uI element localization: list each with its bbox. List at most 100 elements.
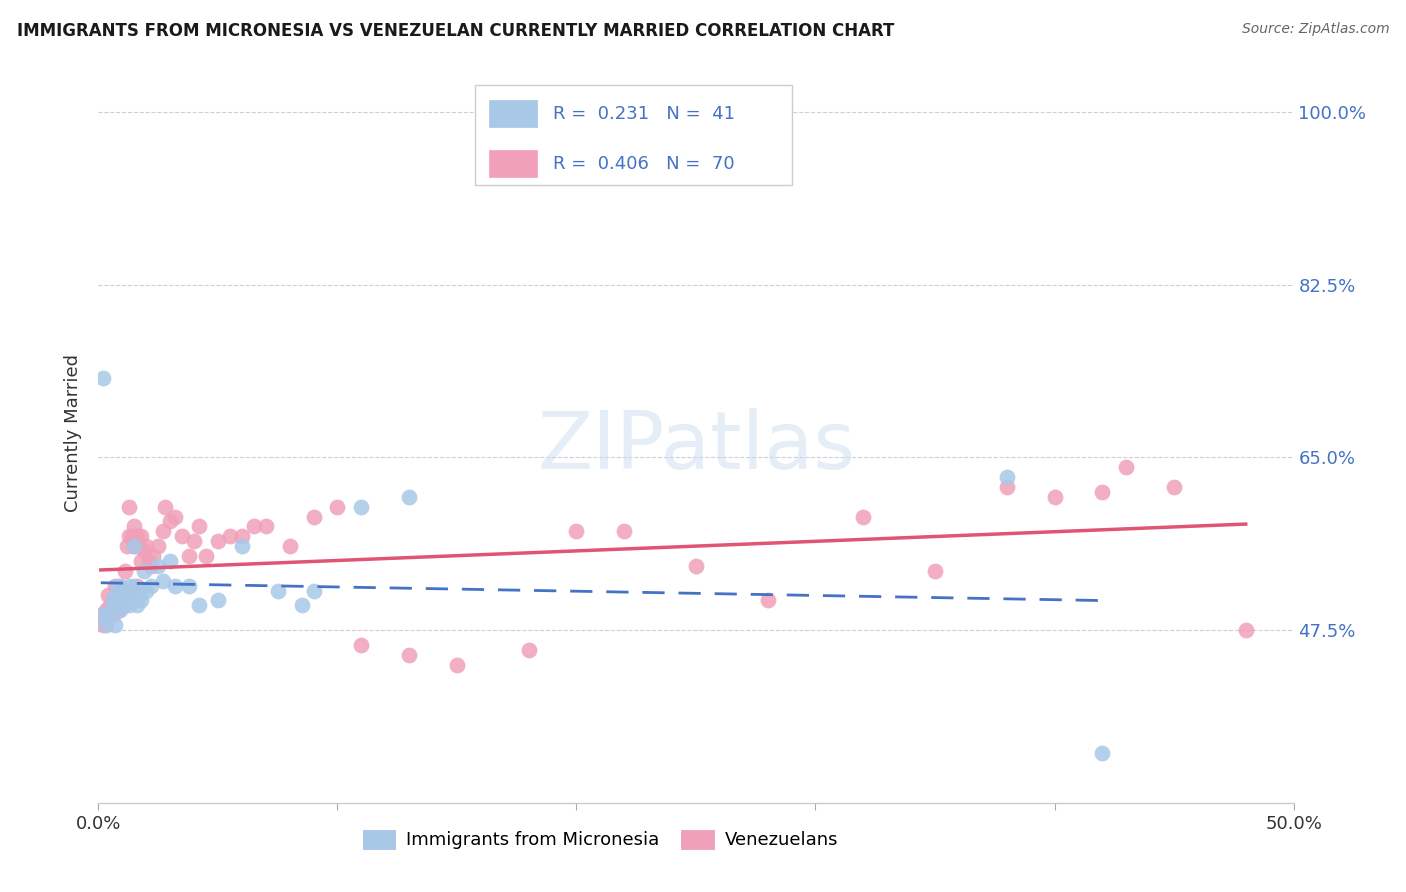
Point bbox=[108, 603, 131, 617]
Point bbox=[326, 500, 349, 514]
Point bbox=[183, 534, 205, 549]
Point bbox=[121, 583, 143, 598]
Point bbox=[114, 599, 136, 613]
Point bbox=[852, 509, 875, 524]
Point bbox=[179, 579, 201, 593]
Point bbox=[565, 524, 588, 539]
Point bbox=[1091, 747, 1114, 761]
Point bbox=[398, 490, 420, 504]
Point bbox=[1163, 480, 1185, 494]
Point bbox=[108, 589, 131, 603]
Point bbox=[104, 589, 127, 603]
Point bbox=[98, 599, 122, 613]
Point bbox=[124, 539, 146, 553]
Point bbox=[125, 599, 148, 613]
Point bbox=[118, 599, 141, 613]
Point bbox=[115, 593, 138, 607]
Point bbox=[104, 599, 127, 613]
Point bbox=[104, 579, 127, 593]
Point bbox=[924, 564, 946, 578]
Point bbox=[1234, 623, 1257, 637]
Text: R =  0.231   N =  41: R = 0.231 N = 41 bbox=[553, 104, 734, 122]
Point bbox=[148, 558, 170, 573]
Point bbox=[207, 534, 229, 549]
Point bbox=[1115, 460, 1137, 475]
Point bbox=[163, 509, 186, 524]
Point bbox=[118, 579, 141, 593]
Point bbox=[219, 529, 242, 543]
Point bbox=[107, 579, 129, 593]
Point bbox=[613, 524, 636, 539]
Point bbox=[163, 579, 186, 593]
Point bbox=[243, 519, 266, 533]
Point bbox=[118, 500, 141, 514]
Point bbox=[172, 529, 194, 543]
Point bbox=[98, 603, 122, 617]
Point bbox=[121, 529, 143, 543]
Point bbox=[108, 579, 131, 593]
Point bbox=[94, 603, 117, 617]
Point bbox=[94, 618, 117, 632]
Point bbox=[107, 603, 129, 617]
Point bbox=[685, 558, 707, 573]
Point bbox=[131, 593, 153, 607]
Point bbox=[159, 515, 181, 529]
Point bbox=[111, 583, 134, 598]
Point bbox=[90, 608, 112, 623]
Point bbox=[278, 539, 301, 553]
Point bbox=[152, 574, 174, 588]
Text: ZIPatlas: ZIPatlas bbox=[537, 409, 855, 486]
Point bbox=[98, 603, 122, 617]
Text: R =  0.406   N =  70: R = 0.406 N = 70 bbox=[553, 154, 734, 173]
Point bbox=[138, 554, 160, 568]
Point bbox=[207, 593, 229, 607]
Text: IMMIGRANTS FROM MICRONESIA VS VENEZUELAN CURRENTLY MARRIED CORRELATION CHART: IMMIGRANTS FROM MICRONESIA VS VENEZUELAN… bbox=[17, 22, 894, 40]
Point bbox=[179, 549, 201, 563]
Point bbox=[291, 599, 314, 613]
Point bbox=[121, 583, 143, 598]
Point bbox=[446, 657, 468, 672]
FancyBboxPatch shape bbox=[475, 85, 792, 185]
Point bbox=[995, 470, 1018, 484]
Point bbox=[254, 519, 277, 533]
Point bbox=[231, 529, 253, 543]
Point bbox=[128, 589, 150, 603]
Point bbox=[114, 583, 136, 598]
Point bbox=[124, 579, 146, 593]
Point bbox=[142, 549, 165, 563]
Point bbox=[97, 608, 120, 623]
Point bbox=[115, 593, 138, 607]
Point bbox=[187, 519, 209, 533]
Point bbox=[132, 544, 155, 558]
Point bbox=[1091, 484, 1114, 499]
Point bbox=[139, 558, 162, 573]
Point bbox=[101, 608, 124, 623]
Point bbox=[111, 599, 134, 613]
Point bbox=[131, 554, 153, 568]
Point bbox=[104, 618, 127, 632]
Point bbox=[128, 539, 150, 553]
Point bbox=[195, 549, 218, 563]
Y-axis label: Currently Married: Currently Married bbox=[63, 353, 82, 512]
Point bbox=[91, 618, 114, 632]
Point bbox=[114, 564, 136, 578]
Point bbox=[107, 589, 129, 603]
Point bbox=[97, 589, 120, 603]
Point bbox=[115, 539, 138, 553]
Point bbox=[111, 599, 134, 613]
Point bbox=[302, 509, 325, 524]
Point bbox=[148, 539, 170, 553]
Point bbox=[517, 642, 540, 657]
Point bbox=[159, 554, 181, 568]
Point bbox=[155, 500, 177, 514]
Point bbox=[995, 480, 1018, 494]
Point bbox=[118, 529, 141, 543]
Point bbox=[139, 579, 162, 593]
Point bbox=[111, 583, 134, 598]
Point bbox=[302, 583, 325, 598]
Point bbox=[350, 500, 373, 514]
Point bbox=[187, 599, 209, 613]
Point bbox=[398, 648, 420, 662]
Point bbox=[125, 529, 148, 543]
Point bbox=[132, 564, 155, 578]
